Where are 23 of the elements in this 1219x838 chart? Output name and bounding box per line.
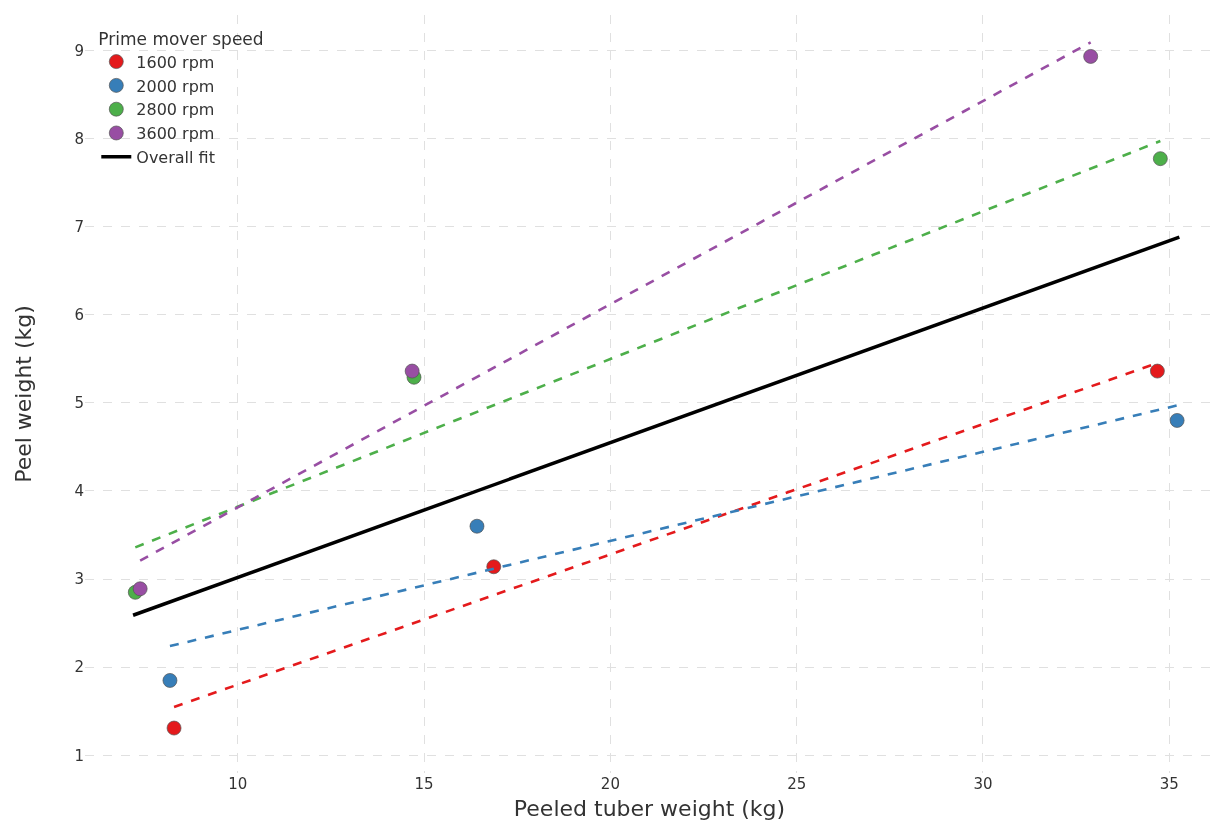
y-tick-label: 9 xyxy=(74,41,84,60)
x-axis-title: Peeled tuber weight (kg) xyxy=(513,795,786,821)
x-tick-label: 30 xyxy=(973,775,993,793)
y-tick-label: 8 xyxy=(74,129,84,148)
x-tick-label: 20 xyxy=(600,775,620,793)
x-tick-label: 15 xyxy=(414,775,434,793)
legend-label: 2800 rpm xyxy=(136,100,215,120)
legend-label: 2000 rpm xyxy=(136,76,215,96)
legend-label: 1600 rpm xyxy=(136,52,215,72)
y-axis-title: Peel weight (kg) xyxy=(11,305,36,483)
legend-title: Prime mover speed xyxy=(98,28,264,49)
x-tick-label: 35 xyxy=(1159,775,1179,793)
legend-label: Overall fit xyxy=(136,148,215,168)
y-tick-label: 2 xyxy=(74,658,84,677)
y-tick-label: 4 xyxy=(74,482,84,501)
x-tick-label: 10 xyxy=(228,775,248,793)
legend-label: 3600 rpm xyxy=(136,124,215,144)
y-tick-label: 5 xyxy=(74,394,84,413)
y-tick-label: 1 xyxy=(74,746,84,765)
y-tick-label: 7 xyxy=(74,217,84,236)
y-tick-label: 6 xyxy=(74,305,84,324)
y-tick-label: 3 xyxy=(74,570,84,589)
x-tick-label: 25 xyxy=(787,775,807,793)
